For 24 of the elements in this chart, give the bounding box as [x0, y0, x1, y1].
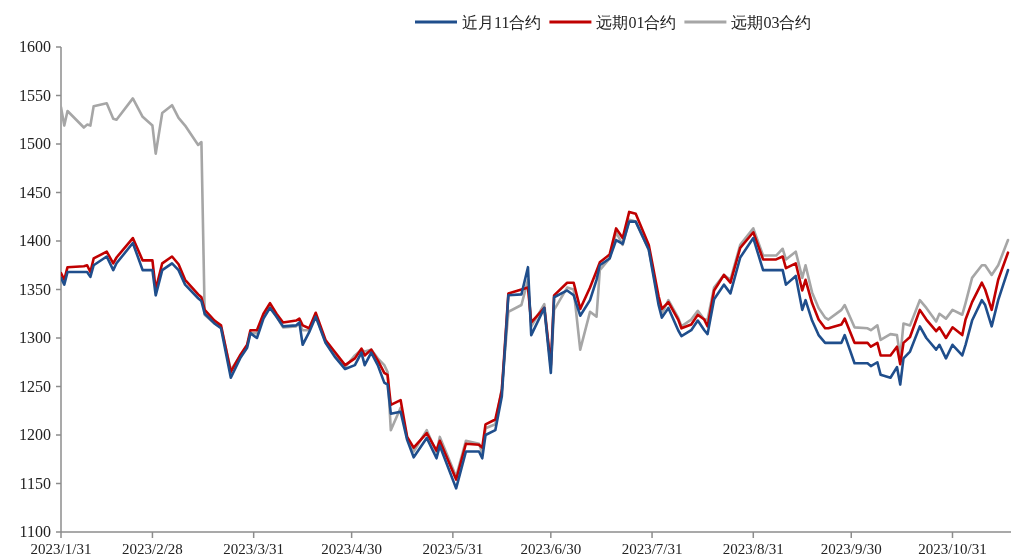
- x-tick-label: 2023/5/31: [422, 541, 484, 557]
- y-tick-label: 1600: [19, 38, 51, 55]
- y-tick-label: 1450: [19, 183, 51, 201]
- y-tick-label: 1500: [19, 135, 51, 152]
- y-tick-label: 1250: [19, 377, 51, 395]
- y-tick-label: 1300: [19, 329, 51, 346]
- x-tick-label: 2023/6/30: [520, 541, 582, 557]
- y-tick-label: 1150: [19, 474, 51, 492]
- y-tick-label: 1550: [19, 86, 51, 104]
- y-tick-label: 1400: [19, 232, 51, 249]
- x-tick-label: 2023/3/31: [223, 541, 285, 557]
- y-tick-label: 1100: [19, 523, 51, 540]
- y-tick-label: 1350: [19, 280, 51, 298]
- x-tick-label: 2023/8/31: [722, 541, 784, 557]
- legend-label: 远期03合约: [731, 14, 812, 31]
- y-tick-label: 1200: [19, 426, 51, 443]
- x-tick-label: 2023/9/30: [820, 541, 882, 557]
- legend-label: 远期01合约: [596, 14, 677, 31]
- legend-label: 近月11合约: [462, 14, 542, 31]
- x-tick-label: 2023/7/31: [621, 541, 683, 557]
- x-tick-label: 2023/4/30: [321, 541, 383, 557]
- x-tick-label: 2023/10/31: [918, 541, 987, 557]
- x-tick-label: 2023/2/28: [122, 541, 183, 557]
- x-tick-label: 2023/1/31: [30, 541, 92, 557]
